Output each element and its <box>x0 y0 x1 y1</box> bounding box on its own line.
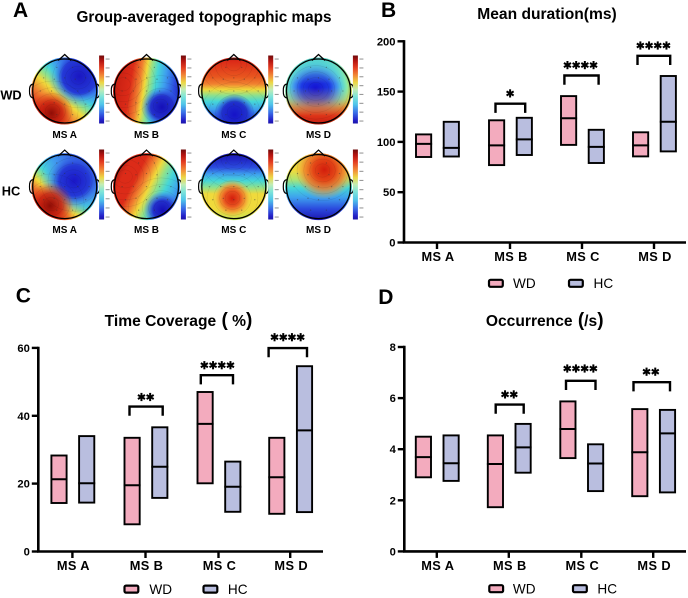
svg-text:MS A: MS A <box>421 249 454 264</box>
svg-text:MS A: MS A <box>421 558 454 573</box>
svg-text:MS B: MS B <box>134 225 159 236</box>
svg-text:20: 20 <box>17 479 29 491</box>
svg-text:MS A: MS A <box>57 558 90 573</box>
svg-text:WD: WD <box>513 581 536 596</box>
svg-text:MS A: MS A <box>52 225 77 236</box>
svg-text:100: 100 <box>377 137 396 149</box>
svg-text:A: A <box>13 0 28 22</box>
svg-text:6: 6 <box>390 393 396 405</box>
svg-text:MS C: MS C <box>566 558 600 573</box>
svg-text:MS B: MS B <box>130 558 164 573</box>
svg-text:MS D: MS D <box>306 130 331 141</box>
svg-text:2: 2 <box>390 495 396 507</box>
svg-text:Occurrence (/s): Occurrence (/s) <box>486 310 604 331</box>
svg-text:WD: WD <box>0 88 21 103</box>
svg-text:WD: WD <box>149 582 172 597</box>
svg-text:MS D: MS D <box>306 225 331 236</box>
svg-text:0: 0 <box>390 546 396 558</box>
svg-text:MS D: MS D <box>637 558 671 573</box>
svg-text:WD: WD <box>513 276 536 291</box>
svg-text:0: 0 <box>389 238 395 250</box>
svg-text:MS B: MS B <box>134 130 159 141</box>
svg-text:D: D <box>378 286 393 309</box>
svg-text:MS B: MS B <box>493 558 527 573</box>
svg-text:HC: HC <box>597 581 617 596</box>
svg-text:B: B <box>381 0 396 22</box>
svg-text:MS D: MS D <box>638 249 672 264</box>
svg-text:0: 0 <box>24 547 30 559</box>
svg-text:MS C: MS C <box>566 249 600 264</box>
svg-text:MS B: MS B <box>494 249 528 264</box>
svg-text:MS A: MS A <box>52 130 77 141</box>
svg-text:8: 8 <box>390 342 396 354</box>
svg-text:Mean duration(ms): Mean duration(ms) <box>477 6 616 23</box>
svg-text:40: 40 <box>17 411 29 423</box>
svg-text:HC: HC <box>594 276 614 291</box>
svg-text:C: C <box>16 285 31 308</box>
svg-text:MS C: MS C <box>203 558 237 573</box>
svg-text:Time Coverage ( %): Time Coverage ( %) <box>105 310 253 331</box>
svg-text:Group-averaged topographic map: Group-averaged topographic maps <box>77 9 332 26</box>
svg-text:200: 200 <box>377 36 396 48</box>
svg-text:HC: HC <box>228 582 248 597</box>
svg-text:MS C: MS C <box>221 225 246 236</box>
svg-text:60: 60 <box>17 343 29 355</box>
svg-text:4: 4 <box>390 444 397 456</box>
svg-text:MS C: MS C <box>221 130 246 141</box>
svg-text:150: 150 <box>377 87 396 99</box>
svg-text:50: 50 <box>383 187 395 199</box>
svg-text:HC: HC <box>2 183 20 198</box>
svg-text:MS D: MS D <box>274 558 308 573</box>
